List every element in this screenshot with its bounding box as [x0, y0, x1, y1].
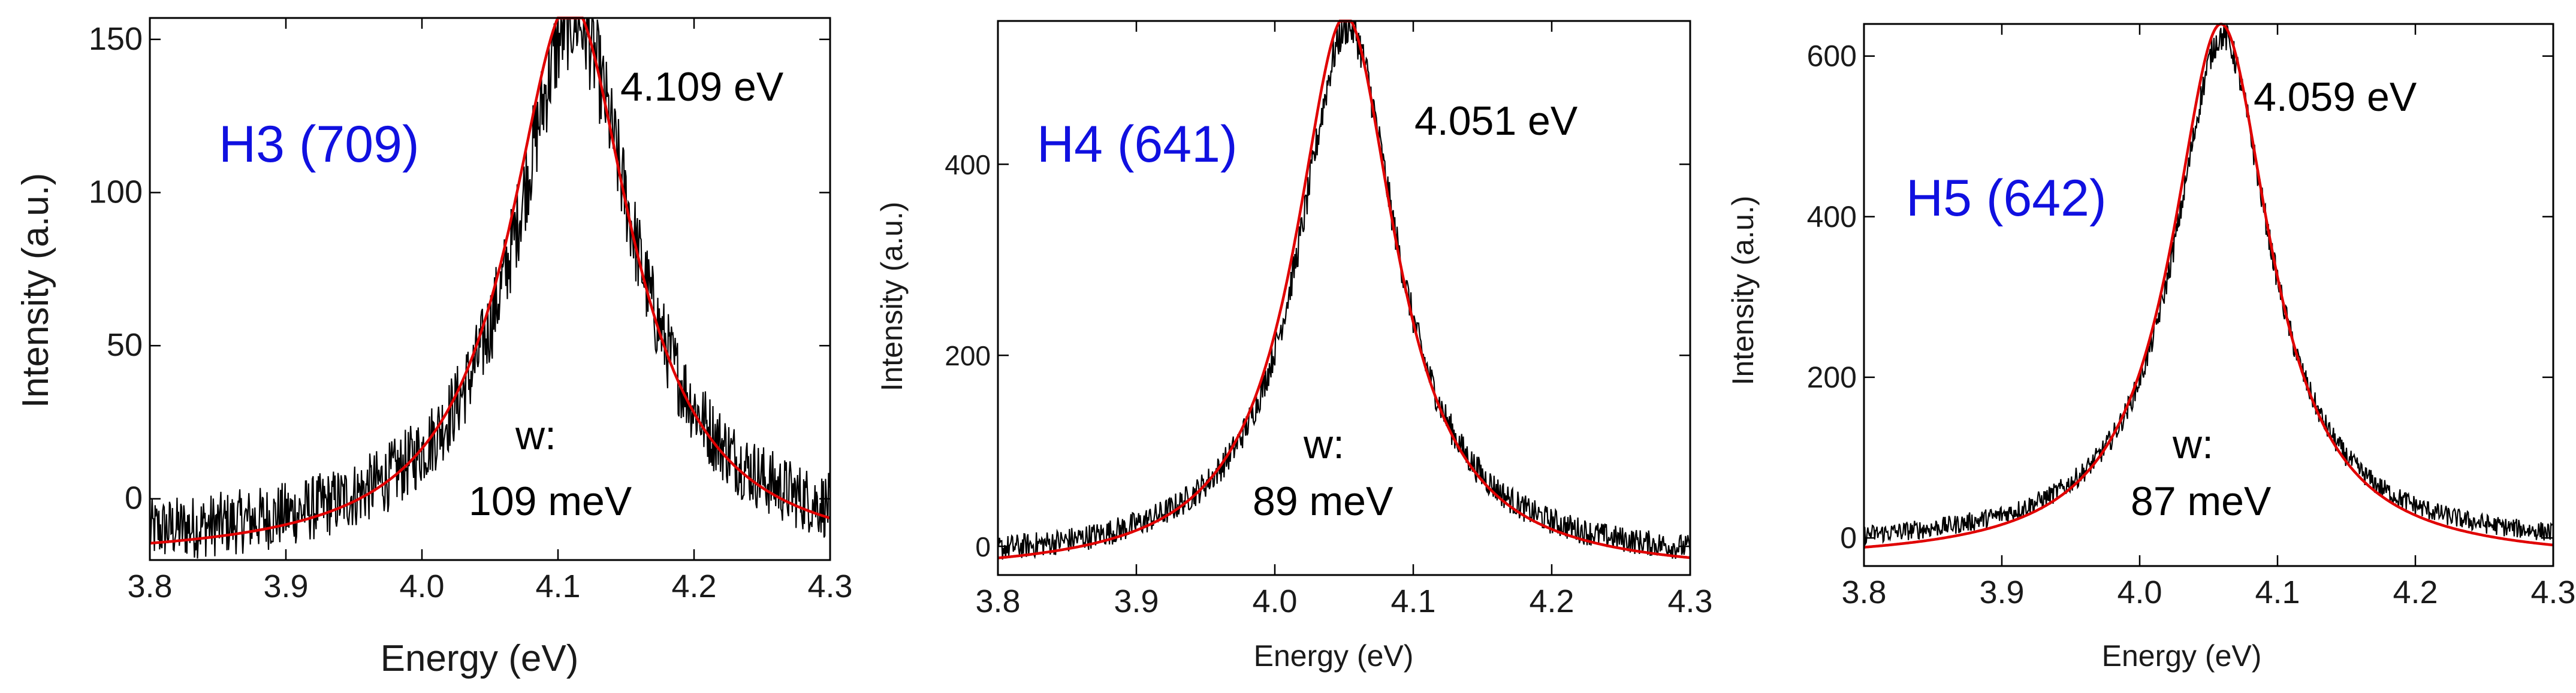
panel-h3-plot-frame [149, 17, 831, 561]
lorentzian-fit-line [149, 16, 831, 545]
panel-h5-x-tick-labels: 3.8 3.9 4.0 4.1 4.2 4.3 [1841, 574, 2575, 610]
y-tick-label: 0 [975, 531, 991, 562]
panel-h3: 3.8 3.9 4.0 4.1 4.2 4.3 0 50 100 150 Ene… [15, 16, 853, 679]
x-tick-label: 3.9 [1979, 574, 2024, 610]
panel-h4: 3.8 3.9 4.0 4.1 4.2 4.3 0 200 400 Energy… [875, 19, 1713, 673]
y-tick-label: 200 [945, 340, 991, 371]
panel-h3-y-tick-labels: 0 50 100 150 [89, 21, 143, 516]
width-value-label: 89 meV [1253, 479, 1393, 524]
panel-h4-y-tick-labels: 0 200 400 [945, 149, 991, 562]
x-axis-title: Energy (eV) [2102, 639, 2262, 673]
x-tick-label: 4.1 [2255, 574, 2300, 610]
panel-h4-label: H4 (641) [1037, 116, 1238, 173]
y-tick-label: 50 [107, 327, 143, 363]
panel-h5-label: H5 (642) [1906, 170, 2107, 227]
x-tick-label: 4.0 [2117, 574, 2162, 610]
x-tick-label: 3.8 [127, 568, 172, 604]
y-tick-label: 100 [89, 174, 143, 210]
y-axis-title: Intensity (a.u.) [15, 173, 56, 408]
x-tick-label: 4.2 [671, 568, 716, 604]
y-tick-label: 400 [1807, 200, 1857, 234]
x-tick-label: 3.9 [1114, 583, 1159, 619]
x-tick-label: 4.3 [807, 568, 852, 604]
y-tick-label: 600 [1807, 40, 1857, 73]
width-value-label: 87 meV [2131, 479, 2272, 524]
peak-energy-label: 4.051 eV [1414, 98, 1578, 144]
y-tick-label: 0 [1840, 521, 1857, 555]
y-tick-label: 200 [1807, 361, 1857, 394]
x-tick-label: 4.1 [1390, 583, 1435, 619]
panel-h5: 3.8 3.9 4.0 4.1 4.2 4.3 0 200 400 600 En… [1726, 22, 2576, 673]
x-tick-label: 4.3 [1667, 583, 1712, 619]
x-tick-label: 4.2 [1529, 583, 1574, 619]
x-tick-label: 4.1 [535, 568, 580, 604]
panel-h3-x-tick-labels: 3.8 3.9 4.0 4.1 4.2 4.3 [127, 568, 852, 604]
x-tick-label: 3.8 [1841, 574, 1886, 610]
lorentzian-fit-line [1863, 22, 2554, 549]
measured-spectrum-line [1863, 23, 2554, 546]
x-tick-label: 4.0 [399, 568, 444, 604]
x-tick-label: 4.0 [1252, 583, 1297, 619]
peak-energy-label: 4.059 eV [2254, 74, 2417, 120]
y-tick-label: 150 [89, 21, 143, 57]
measured-spectrum-line [149, 17, 831, 559]
panel-h5-y-tick-labels: 0 200 400 600 [1807, 40, 1857, 555]
y-axis-title: Intensity (a.u.) [875, 202, 909, 392]
width-label: w: [2172, 422, 2213, 467]
peak-energy-label: 4.109 eV [620, 64, 784, 110]
panel-h4-plot-frame [997, 20, 1691, 576]
width-label: w: [515, 413, 556, 458]
y-tick-label: 400 [945, 149, 991, 180]
width-value-label: 109 meV [469, 479, 632, 524]
lorentzian-fit-line [997, 19, 1691, 559]
x-tick-label: 3.9 [263, 568, 308, 604]
x-axis-title: Energy (eV) [1254, 639, 1414, 673]
x-axis-title: Energy (eV) [381, 638, 579, 679]
panel-h3-label: H3 (709) [219, 116, 420, 173]
y-tick-label: 0 [125, 480, 143, 516]
panel-h4-x-tick-labels: 3.8 3.9 4.0 4.1 4.2 4.3 [975, 583, 1712, 619]
width-label: w: [1303, 422, 1344, 467]
x-tick-label: 3.8 [975, 583, 1020, 619]
x-tick-label: 4.2 [2393, 574, 2438, 610]
panel-h5-plot-frame [1863, 23, 2554, 567]
x-tick-label: 4.3 [2530, 574, 2575, 610]
y-axis-title: Intensity (a.u.) [1726, 196, 1760, 386]
